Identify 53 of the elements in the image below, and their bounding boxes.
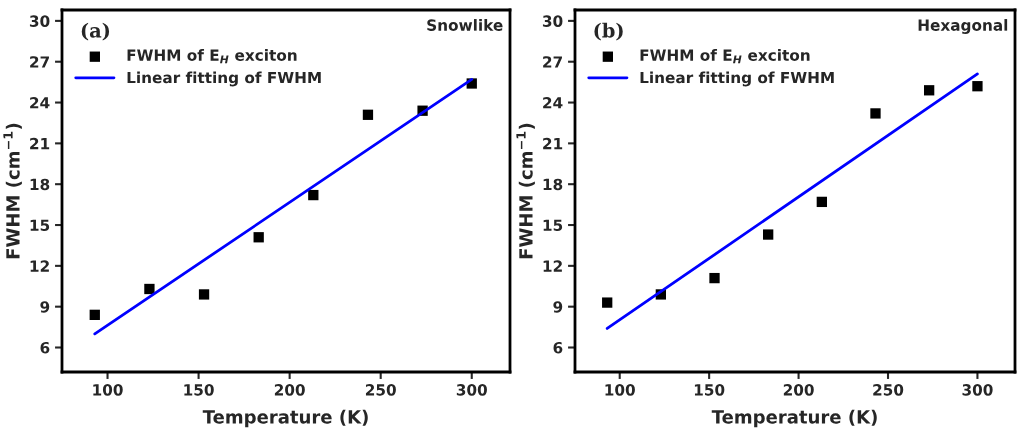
y-tick-label: 21 [543,137,563,150]
point [763,229,774,240]
point [362,109,374,120]
x-tick-label: 300 [962,384,993,396]
legend-label: Linear fitting of FWHM [127,71,321,87]
y-tick-label: 27 [30,56,49,68]
point [924,85,935,96]
point [253,232,264,243]
x-axis-title: Temperature (K) [202,409,368,428]
annotation: (a) [81,22,110,41]
point [972,81,983,92]
x-tick-label: 250 [873,384,904,396]
legend-label: FWHM of E$_{H}$ exciton [127,49,297,64]
y-tick-label: 12 [543,260,562,272]
y-tick-label: 18 [30,178,50,191]
y-tick-label: 12 [30,260,49,272]
point [89,309,100,320]
y-tick-label: 24 [543,97,563,109]
y-axis-title: FWHM (cm$^{−1}$) [516,123,535,259]
y-tick-label: 9 [40,301,50,313]
annotation: Snowlike [427,19,503,31]
point [308,189,319,201]
y-tick-label: 6 [40,341,50,354]
point [144,283,155,295]
annotation: (b) [594,22,623,41]
point [816,196,827,208]
point [198,289,210,300]
x-tick-label: 100 [605,384,635,396]
annotation: Hexagonal [918,19,1008,34]
x-tick-label: 150 [694,384,725,396]
y-tick-label: 30 [542,15,563,27]
y-tick-label: 6 [553,341,563,354]
y-tick-label: 24 [30,97,50,109]
y-tick-label: 15 [543,219,563,232]
x-tick-label: 200 [783,384,814,396]
x-tick-label: 300 [456,384,487,396]
y-tick-label: 9 [553,301,563,313]
x-axis-title: Temperature (K) [711,409,877,428]
legend-label: FWHM of E$_{H}$ exciton [640,49,810,64]
point [870,108,881,119]
y-axis-title: FWHM (cm$^{−1}$) [3,123,22,259]
y-tick-label: 18 [543,178,563,191]
x-tick-label: 100 [93,384,123,396]
y-tick-label: 30 [29,15,50,27]
y-tick-label: 15 [30,219,50,232]
y-tick-label: 21 [30,137,50,150]
y-tick-label: 27 [543,56,562,68]
x-tick-label: 200 [274,384,305,396]
point [709,272,720,284]
x-tick-label: 150 [184,384,214,396]
point [602,297,613,308]
x-tick-label: 250 [365,384,396,396]
legend-label: Linear fitting of FWHM [640,71,834,87]
